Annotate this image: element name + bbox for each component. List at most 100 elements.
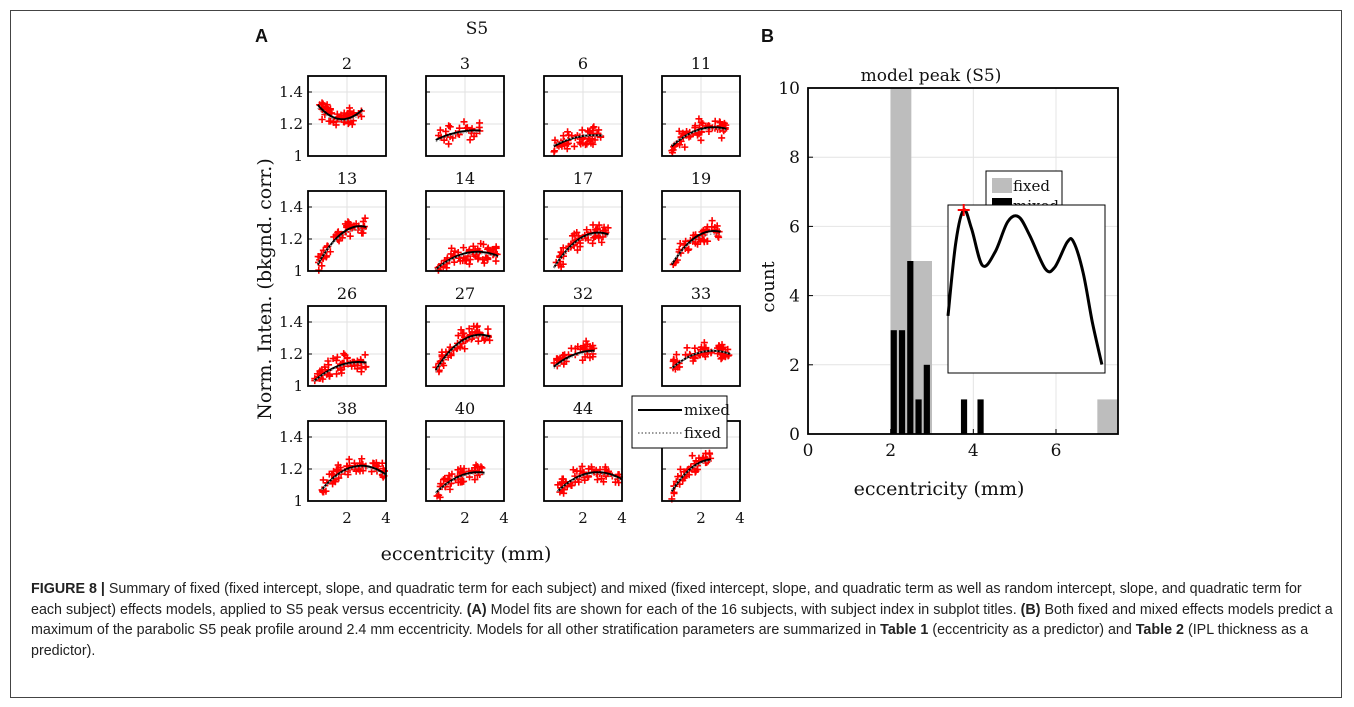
- data-point: [675, 127, 683, 135]
- data-point: [599, 233, 607, 241]
- data-point: [676, 465, 684, 473]
- bar-mixed: [907, 261, 914, 434]
- subplot-axes: [661, 305, 741, 387]
- fixed-fit-line: [435, 131, 481, 143]
- panel-b-xlabel: eccentricity (mm): [854, 478, 1025, 500]
- legend-mixed-label: mixed: [684, 401, 730, 419]
- data-point: [590, 123, 598, 131]
- data-point: [357, 368, 365, 376]
- bar-mixed: [960, 399, 968, 434]
- data-point: [470, 322, 478, 330]
- subplot-title: 13: [337, 169, 357, 188]
- mixed-fit-line: [552, 231, 609, 269]
- x-tick-label: 2: [342, 509, 352, 527]
- data-point: [361, 214, 369, 222]
- data-point: [559, 244, 567, 252]
- data-point: [368, 468, 376, 476]
- data-point: [559, 260, 567, 268]
- data-point: [486, 336, 494, 344]
- data-point: [586, 354, 594, 362]
- mixed-fit-line: [320, 464, 387, 491]
- caption-text-2: Model fits are shown for each of the 16 …: [486, 601, 1021, 618]
- data-point: [478, 464, 486, 472]
- subplot-axes: [425, 420, 505, 502]
- data-point: [458, 478, 466, 486]
- subplot-14: 14: [425, 169, 505, 274]
- mixed-fit-line: [435, 250, 499, 271]
- subplot-title: 38: [337, 399, 357, 418]
- subplot-title: 44: [573, 399, 593, 418]
- x-tick-label: 4: [735, 509, 745, 527]
- data-point: [718, 134, 726, 142]
- data-point: [578, 126, 586, 134]
- data-point: [724, 345, 732, 353]
- data-point: [670, 356, 678, 364]
- data-point: [579, 342, 587, 350]
- bar-mixed: [898, 330, 906, 434]
- data-point: [668, 149, 676, 157]
- data-point: [344, 110, 352, 118]
- data-point: [553, 355, 561, 363]
- figure-caption: FIGURE 8 | Summary of fixed (fixed inter…: [31, 579, 1336, 661]
- data-point: [672, 351, 680, 359]
- subplot-17: 17: [543, 169, 623, 272]
- data-point: [569, 466, 577, 474]
- panel-b: B model peak (S5) count eccentricity (mm…: [758, 26, 1119, 500]
- data-point: [333, 370, 341, 378]
- data-point: [602, 466, 610, 474]
- x-tick-label: 4: [381, 509, 391, 527]
- data-point: [466, 136, 474, 144]
- y-tick-label: 4: [789, 287, 800, 307]
- data-point: [691, 124, 699, 132]
- y-tick-label: 1: [293, 262, 303, 280]
- panel-b-label: B: [761, 26, 774, 46]
- caption-a-tag: (A): [466, 601, 487, 618]
- legend-fixed-label-b: fixed: [1013, 177, 1050, 195]
- subplot-axes: [307, 75, 387, 157]
- subplot-axes: [425, 190, 505, 272]
- bar-mixed: [890, 330, 897, 434]
- x-tick-label: 6: [1051, 441, 1062, 461]
- subplot-3: 3: [425, 54, 505, 157]
- subplot-11: 11: [661, 54, 741, 157]
- data-point: [378, 459, 386, 467]
- subplot-axes: [543, 305, 623, 387]
- mixed-fit-line: [553, 349, 595, 368]
- mixed-fit-line: [556, 471, 623, 493]
- subplot-title: 6: [578, 54, 588, 73]
- panel-b-inset: [946, 204, 1106, 374]
- data-point: [450, 258, 458, 266]
- data-point: [329, 118, 337, 126]
- data-point: [346, 232, 354, 240]
- data-point: [485, 333, 493, 341]
- panel-b-axes: [807, 87, 1119, 435]
- data-point: [676, 141, 684, 149]
- data-point: [484, 255, 492, 263]
- fixed-fit-line: [313, 362, 367, 382]
- data-point: [589, 124, 597, 132]
- data-point: [323, 252, 331, 260]
- data-point: [471, 476, 479, 484]
- fixed-fit-line: [317, 228, 367, 264]
- mixed-fit-line: [670, 230, 721, 266]
- data-point: [560, 489, 568, 497]
- data-point: [589, 239, 597, 247]
- data-point: [479, 240, 487, 248]
- subplot-axes: [307, 305, 387, 387]
- data-point: [456, 343, 464, 351]
- subplot-6: 6: [543, 54, 623, 157]
- data-point: [456, 468, 464, 476]
- subplot-axes: [307, 190, 387, 272]
- panel-a: A S5 Norm. Inten. (bkgnd. corr.) eccentr…: [254, 19, 745, 565]
- y-tick-label: 1.2: [279, 115, 303, 133]
- subplot-axes: [543, 420, 623, 502]
- subplot-title: 19: [691, 169, 711, 188]
- x-tick-label: 2: [696, 509, 706, 527]
- legend-fixed-label: fixed: [684, 424, 721, 442]
- data-point: [333, 353, 341, 361]
- subplot-title: 11: [691, 54, 711, 73]
- x-tick-label: 2: [460, 509, 470, 527]
- data-point: [340, 109, 348, 117]
- data-point: [457, 326, 465, 334]
- caption-table-1: Table 1: [880, 622, 929, 638]
